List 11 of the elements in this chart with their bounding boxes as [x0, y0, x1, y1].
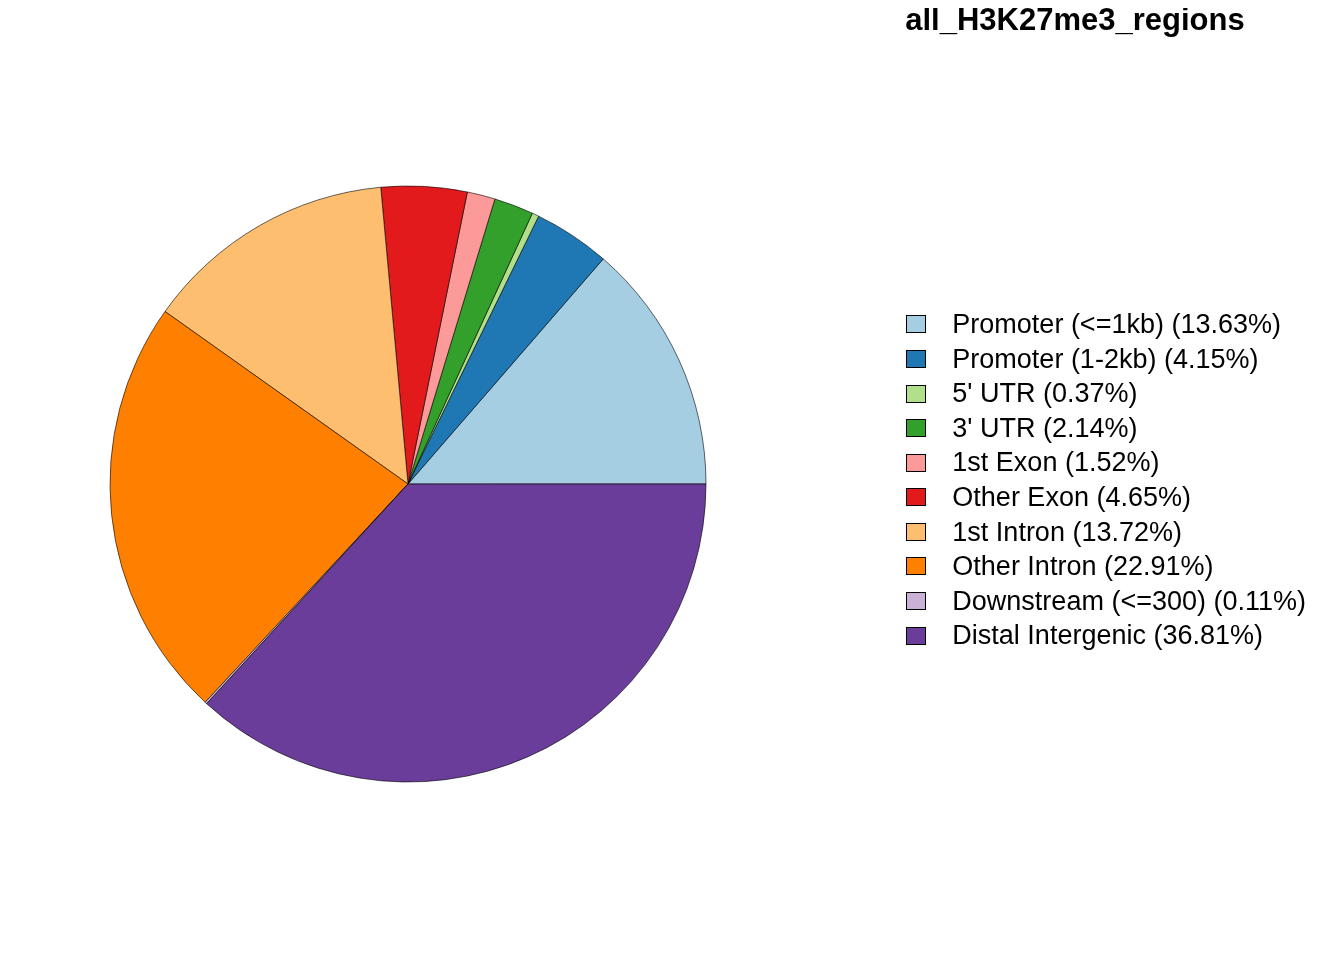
- legend-label: Other Exon (4.65%): [952, 481, 1191, 514]
- legend-label: 5' UTR (0.37%): [952, 377, 1138, 411]
- legend-label: Promoter (1-2kb) (4.15%): [952, 342, 1259, 376]
- legend-label: Distal Intergenic (36.81%): [952, 619, 1263, 653]
- legend-label: Promoter (<=1kb) (13.63%): [952, 308, 1281, 342]
- legend-label: 1st Exon (1.52%): [952, 446, 1160, 480]
- legend-label: Other Intron (22.91%): [952, 550, 1214, 584]
- legend-label: Downstream (<=300) (0.11%): [952, 584, 1306, 618]
- legend-label: 3' UTR (2.14%): [952, 411, 1138, 445]
- chart-title: all_H3K27me3_regions: [905, 2, 1245, 37]
- legend-label: 1st Intron (13.72%): [952, 515, 1182, 549]
